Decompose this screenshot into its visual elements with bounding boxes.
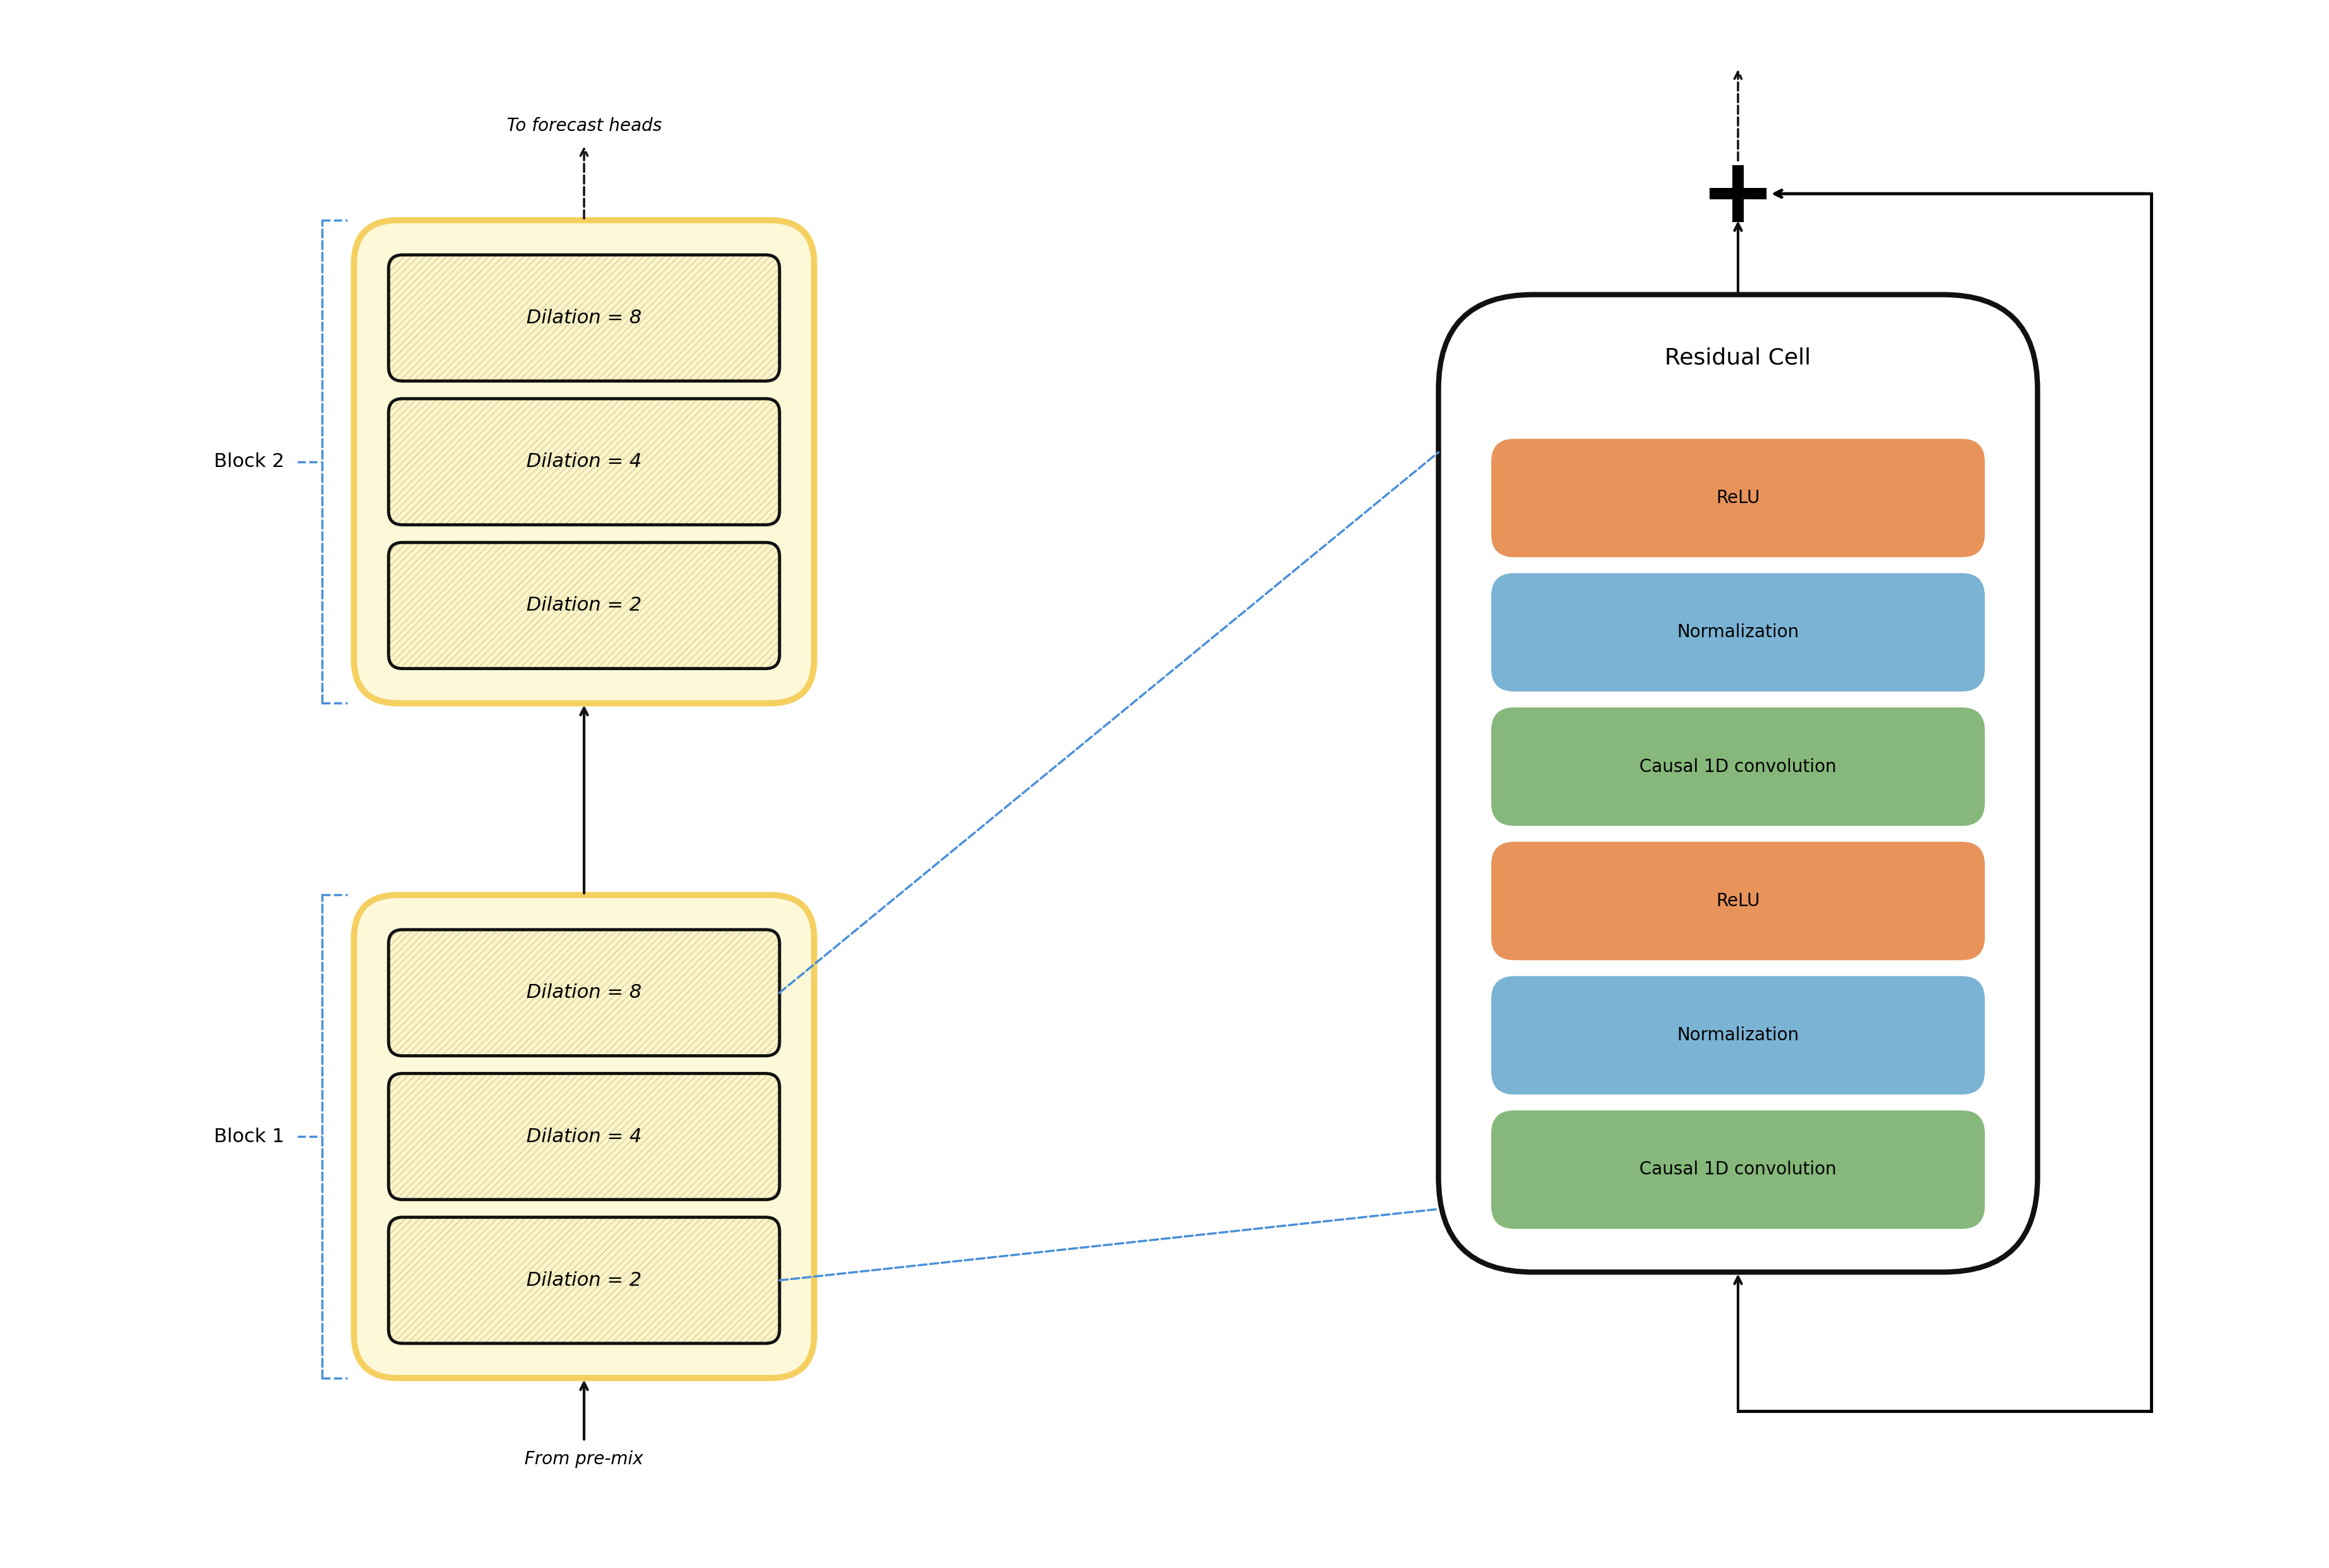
FancyBboxPatch shape (1493, 439, 1984, 557)
Bar (1709, 188, 1765, 199)
Text: ReLU: ReLU (1716, 489, 1761, 506)
Text: Causal 1D convolution: Causal 1D convolution (1640, 757, 1838, 776)
FancyBboxPatch shape (1493, 977, 1984, 1093)
Text: Normalization: Normalization (1677, 1027, 1798, 1044)
Text: Normalization: Normalization (1677, 624, 1798, 641)
Text: Dilation = 2: Dilation = 2 (526, 1272, 643, 1289)
Text: Block 2: Block 2 (214, 453, 284, 470)
FancyBboxPatch shape (389, 398, 780, 525)
FancyBboxPatch shape (1493, 842, 1984, 960)
Text: Dilation = 2: Dilation = 2 (526, 596, 643, 615)
Text: To forecast heads: To forecast heads (505, 118, 661, 135)
Text: ReLU: ReLU (1716, 892, 1761, 909)
Bar (1733, 165, 1744, 223)
Text: Dilation = 4: Dilation = 4 (526, 453, 643, 470)
FancyBboxPatch shape (389, 1074, 780, 1200)
FancyBboxPatch shape (389, 256, 780, 381)
Text: Dilation = 8: Dilation = 8 (526, 309, 643, 328)
Text: Dilation = 4: Dilation = 4 (526, 1127, 643, 1146)
Text: Residual Cell: Residual Cell (1665, 347, 1812, 368)
Text: From pre-mix: From pre-mix (524, 1450, 643, 1468)
FancyBboxPatch shape (354, 895, 815, 1378)
Text: Dilation = 8: Dilation = 8 (526, 983, 643, 1002)
FancyBboxPatch shape (1493, 574, 1984, 690)
Text: Causal 1D convolution: Causal 1D convolution (1640, 1160, 1838, 1179)
FancyBboxPatch shape (389, 543, 780, 668)
FancyBboxPatch shape (1493, 1112, 1984, 1228)
FancyBboxPatch shape (1439, 295, 2038, 1272)
FancyBboxPatch shape (389, 1217, 780, 1344)
Text: Block 1: Block 1 (214, 1127, 284, 1146)
FancyBboxPatch shape (389, 930, 780, 1055)
FancyBboxPatch shape (1493, 709, 1984, 825)
FancyBboxPatch shape (354, 220, 815, 704)
